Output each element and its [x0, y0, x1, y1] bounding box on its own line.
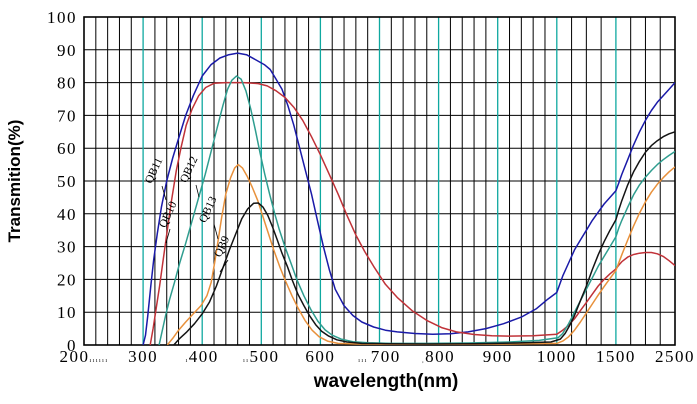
x-tick-labels: 200ıııııı 300 ı400 ıı500 600 ııı 700 ,800 900 10… [59, 347, 695, 366]
y-tick-label: 50 [57, 172, 77, 191]
curve-label-leader [195, 184, 200, 198]
y-tick-label: 70 [57, 106, 77, 125]
curve-QB9 [173, 131, 675, 345]
x-tick-label: 300 [128, 347, 158, 366]
curve-label-leader [213, 223, 219, 240]
curve-label-leader [161, 185, 167, 201]
y-tick-label: 20 [57, 270, 77, 289]
y-tick-label: 100 [47, 8, 77, 27]
plot-border [83, 16, 676, 346]
y-tick-label: 80 [57, 74, 77, 93]
x-tick-label: 600 [305, 347, 335, 366]
curve-label-leader [219, 259, 229, 273]
y-tick-label: 10 [57, 303, 77, 322]
y-tick-label: 60 [57, 139, 77, 158]
x-tick-label: 900 [483, 347, 513, 366]
curve-QB12 [158, 75, 675, 345]
x-axis-title: wavelength(nm) [313, 371, 459, 392]
x-tick-label: 200ıııııı [59, 347, 108, 366]
x-tick-label: ıı500 [243, 347, 279, 366]
y-tick-label: 0 [67, 336, 77, 355]
y-tick-label: 90 [57, 41, 77, 60]
x-tick-label: 2500 [655, 347, 695, 366]
y-axis-title: Transmition(%) [5, 119, 24, 243]
x-tick-label: ,800 [422, 347, 455, 366]
curves [142, 52, 675, 345]
y-tick-label: 30 [57, 238, 77, 257]
y-tick-label: 40 [57, 205, 77, 224]
x-tick-label: 1000 [537, 347, 577, 366]
x-tick-label: 1500 [596, 347, 636, 366]
x-tick-label: ııı 700 [358, 347, 401, 366]
grid-major-teal [142, 17, 617, 345]
curve-label-QB12: QB12 [178, 155, 201, 185]
curve-QB11 [142, 52, 675, 345]
curve-label-QB13: QB13 [197, 195, 220, 225]
curve-label-leader [165, 228, 171, 244]
x-tick-label: ı400 [186, 347, 219, 366]
curve-QB13 [166, 163, 675, 345]
